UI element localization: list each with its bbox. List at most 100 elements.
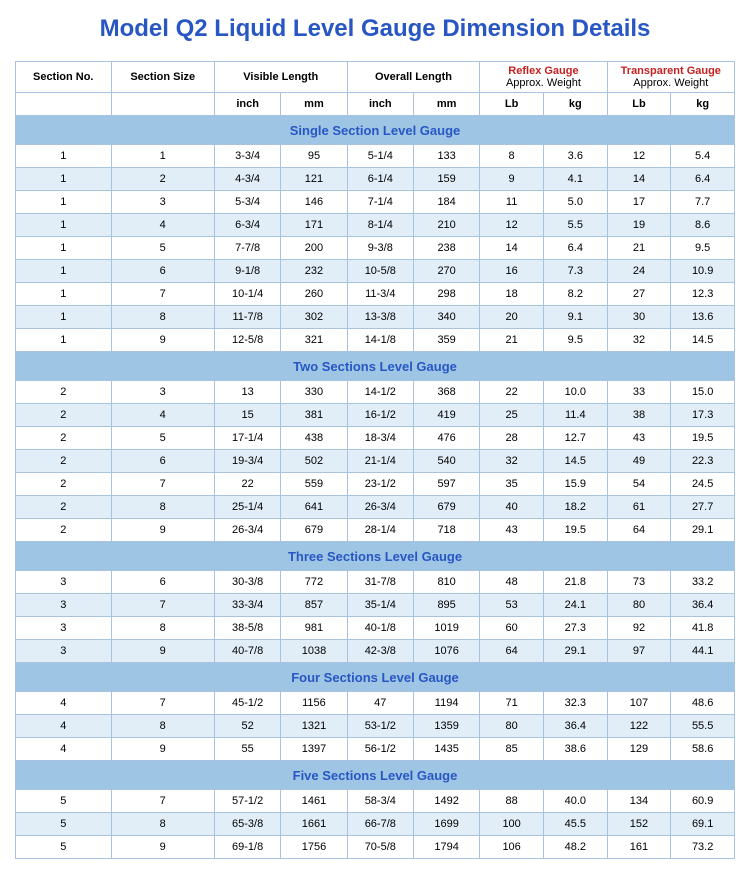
table-cell: 12.3: [671, 283, 735, 306]
section-header: Four Sections Level Gauge: [16, 663, 735, 692]
table-cell: 30-3/8: [214, 571, 280, 594]
table-cell: 24.1: [543, 594, 607, 617]
table-cell: 18: [480, 283, 544, 306]
table-cell: 6.4: [543, 237, 607, 260]
table-cell: 40-7/8: [214, 640, 280, 663]
table-cell: 1321: [281, 715, 347, 738]
table-row: 272255923-1/25973515.95424.5: [16, 473, 735, 496]
table-row: 5865-3/8166166-7/8169910045.515269.1: [16, 813, 735, 836]
table-row: 3630-3/877231-7/88104821.87333.2: [16, 571, 735, 594]
table-cell: 21-1/4: [347, 450, 413, 473]
table-cell: 1: [16, 237, 112, 260]
table-cell: 38-5/8: [214, 617, 280, 640]
table-cell: 28: [480, 427, 544, 450]
table-cell: 17: [607, 191, 671, 214]
table-cell: 2: [16, 496, 112, 519]
table-row: 2825-1/464126-3/46794018.26127.7: [16, 496, 735, 519]
table-cell: 3: [111, 191, 214, 214]
table-cell: 5.5: [543, 214, 607, 237]
table-cell: 21: [480, 329, 544, 352]
unit-kg: kg: [543, 93, 607, 116]
table-cell: 40-1/8: [347, 617, 413, 640]
table-cell: 58-3/4: [347, 790, 413, 813]
table-cell: 476: [413, 427, 479, 450]
table-cell: 38: [607, 404, 671, 427]
table-cell: 1: [16, 329, 112, 352]
table-cell: 73: [607, 571, 671, 594]
table-cell: 20: [480, 306, 544, 329]
unit-kg: kg: [671, 93, 735, 116]
table-cell: 1492: [413, 790, 479, 813]
table-cell: 8.6: [671, 214, 735, 237]
table-cell: 80: [607, 594, 671, 617]
table-cell: 14.5: [543, 450, 607, 473]
table-cell: 1076: [413, 640, 479, 663]
table-cell: 2: [16, 473, 112, 496]
table-cell: 184: [413, 191, 479, 214]
table-row: 5757-1/2146158-3/414928840.013460.9: [16, 790, 735, 813]
table-cell: 134: [607, 790, 671, 813]
table-cell: 106: [480, 836, 544, 859]
table-cell: 5-3/4: [214, 191, 280, 214]
table-cell: 33-3/4: [214, 594, 280, 617]
table-cell: 5-1/4: [347, 145, 413, 168]
table-cell: 3: [16, 640, 112, 663]
table-cell: 57-1/2: [214, 790, 280, 813]
table-cell: 200: [281, 237, 347, 260]
unit-mm: mm: [281, 93, 347, 116]
table-cell: 92: [607, 617, 671, 640]
table-cell: 36.4: [671, 594, 735, 617]
table-cell: 3: [16, 571, 112, 594]
table-cell: 95: [281, 145, 347, 168]
table-cell: 38.6: [543, 738, 607, 761]
table-cell: 4: [16, 738, 112, 761]
table-cell: 56-1/2: [347, 738, 413, 761]
table-cell: 9.1: [543, 306, 607, 329]
table-cell: 330: [281, 381, 347, 404]
table-cell: 270: [413, 260, 479, 283]
table-cell: 5: [16, 790, 112, 813]
table-cell: 8: [111, 306, 214, 329]
table-cell: 8: [111, 496, 214, 519]
table-cell: 16: [480, 260, 544, 283]
table-cell: 2: [16, 427, 112, 450]
table-cell: 64: [607, 519, 671, 542]
col-section-no: Section No.: [16, 62, 112, 93]
table-cell: 2: [16, 450, 112, 473]
table-cell: 8-1/4: [347, 214, 413, 237]
table-row: 1710-1/426011-3/4298188.22712.3: [16, 283, 735, 306]
table-cell: 9: [111, 640, 214, 663]
table-cell: 58.6: [671, 738, 735, 761]
table-cell: 36.4: [543, 715, 607, 738]
table-cell: 70-5/8: [347, 836, 413, 859]
table-cell: 25-1/4: [214, 496, 280, 519]
table-cell: 359: [413, 329, 479, 352]
table-cell: 49: [607, 450, 671, 473]
table-cell: 1: [16, 168, 112, 191]
table-cell: 1156: [281, 692, 347, 715]
table-cell: 1: [16, 306, 112, 329]
table-row: 2619-3/450221-1/45403214.54922.3: [16, 450, 735, 473]
table-cell: 66-7/8: [347, 813, 413, 836]
table-cell: 21: [607, 237, 671, 260]
table-cell: 4: [16, 692, 112, 715]
table-cell: 1661: [281, 813, 347, 836]
table-cell: 6: [111, 450, 214, 473]
table-cell: 28-1/4: [347, 519, 413, 542]
table-cell: 597: [413, 473, 479, 496]
col-section-size: Section Size: [111, 62, 214, 93]
table-cell: 502: [281, 450, 347, 473]
table-cell: 4: [16, 715, 112, 738]
table-cell: 718: [413, 519, 479, 542]
table-cell: 85: [480, 738, 544, 761]
table-cell: 368: [413, 381, 479, 404]
table-cell: 53-1/2: [347, 715, 413, 738]
table-cell: 232: [281, 260, 347, 283]
table-cell: 1397: [281, 738, 347, 761]
table-cell: 159: [413, 168, 479, 191]
table-cell: 210: [413, 214, 479, 237]
table-cell: 4: [111, 214, 214, 237]
table-cell: 1194: [413, 692, 479, 715]
table-cell: 45.5: [543, 813, 607, 836]
table-cell: 1: [16, 214, 112, 237]
